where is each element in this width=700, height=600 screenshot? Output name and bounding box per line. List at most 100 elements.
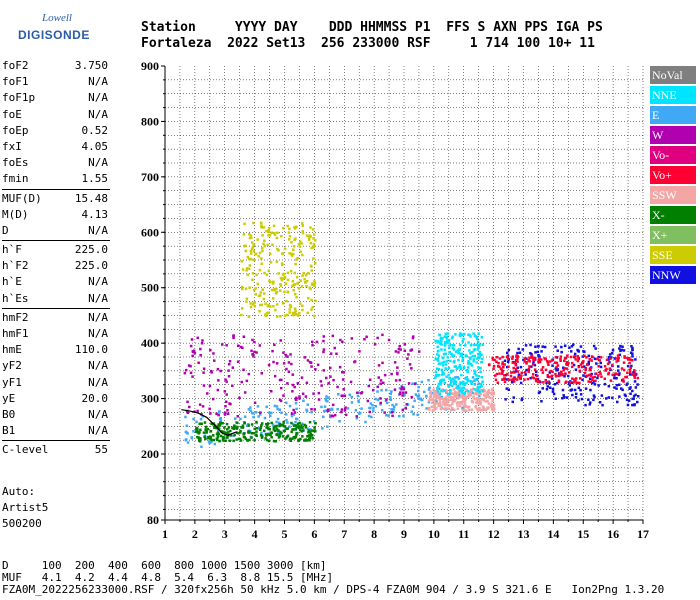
echo-point [261, 288, 264, 291]
echo-point [323, 409, 326, 413]
echo-point [620, 387, 623, 390]
echo-point [322, 335, 325, 338]
logo-lowell: Lowell [42, 12, 72, 24]
echo-point [603, 382, 607, 386]
echo-point [185, 424, 189, 427]
echo-point [435, 400, 438, 403]
echo-point [523, 378, 526, 381]
echo-point [373, 343, 377, 346]
echo-point [434, 402, 438, 405]
echo-point [459, 366, 462, 369]
echo-point [356, 394, 360, 398]
echo-point [312, 257, 315, 260]
echo-point [624, 375, 627, 379]
echo-point [291, 313, 295, 317]
echo-point [577, 365, 581, 369]
echo-point [474, 404, 478, 408]
echo-point [520, 398, 523, 402]
echo-point [454, 399, 457, 402]
echo-point [473, 372, 476, 375]
echo-point [471, 387, 475, 390]
echo-point [259, 257, 263, 260]
echo-point [226, 432, 229, 435]
echo-point [633, 380, 637, 383]
echo-point [436, 359, 440, 362]
echo-point [565, 396, 569, 399]
echo-point [451, 346, 455, 350]
echo-point [269, 281, 272, 284]
echo-point [471, 351, 474, 354]
echo-point [533, 363, 537, 367]
echo-point [195, 420, 198, 424]
echo-point [505, 387, 508, 390]
echo-point [475, 401, 479, 404]
echo-point [431, 391, 434, 395]
echo-point [256, 282, 259, 286]
echo-point [456, 392, 459, 395]
echo-point [322, 415, 325, 419]
echo-point [221, 343, 224, 346]
echo-point [413, 399, 416, 403]
echo-point [374, 405, 378, 408]
param-row: foF2 3.750 [0, 58, 112, 74]
echo-point [198, 422, 201, 425]
echo-point [236, 415, 239, 418]
echo-point [472, 349, 476, 352]
echo-point [207, 440, 211, 443]
legend-noval: NoVal [650, 66, 696, 84]
echo-point [575, 377, 578, 380]
echo-point [254, 293, 257, 296]
echo-point [480, 397, 484, 401]
echo-point [511, 400, 514, 404]
echo-point [563, 359, 566, 363]
echo-point [307, 236, 311, 239]
echo-point [387, 338, 391, 342]
echo-point [249, 249, 253, 253]
echo-point [355, 415, 358, 418]
echo-point [578, 369, 582, 373]
echo-point [223, 390, 227, 393]
echo-point [462, 365, 466, 368]
echo-point [308, 421, 312, 424]
echo-point [288, 252, 291, 255]
echo-point [453, 365, 456, 368]
echo-point [267, 230, 271, 234]
echo-point [428, 395, 432, 399]
echo-point [389, 398, 392, 402]
echo-point [263, 429, 266, 433]
echo-point [494, 378, 498, 382]
echo-point [412, 413, 415, 416]
echo-point [454, 350, 458, 354]
echo-point [452, 388, 455, 391]
echo-point [260, 303, 263, 307]
echo-point [192, 417, 195, 421]
echo-point [621, 378, 625, 381]
echo-point [262, 297, 266, 301]
echo-point [589, 401, 592, 404]
echo-point [455, 367, 459, 370]
echo-point [248, 438, 251, 442]
echo-point [278, 435, 281, 438]
echo-point [433, 408, 436, 411]
echo-point [256, 238, 259, 241]
logo-digisonde: DIGISONDE [18, 28, 90, 42]
param-row: foEp 0.52 [0, 123, 112, 139]
echo-point [333, 346, 336, 350]
echo-point [472, 358, 475, 361]
echo-point [255, 430, 258, 433]
echo-point [314, 422, 317, 425]
echo-point [580, 365, 584, 369]
echo-point [588, 358, 591, 361]
echo-point [552, 392, 556, 396]
echo-point [199, 428, 202, 432]
echo-point [609, 357, 612, 361]
echo-point [286, 290, 290, 294]
echo-point [305, 381, 309, 385]
echo-point [474, 335, 477, 338]
echo-point [476, 348, 479, 351]
echo-point [235, 431, 239, 434]
echo-point [203, 421, 207, 424]
echo-point [553, 383, 557, 386]
echo-point [285, 427, 288, 431]
echo-point [458, 383, 461, 386]
